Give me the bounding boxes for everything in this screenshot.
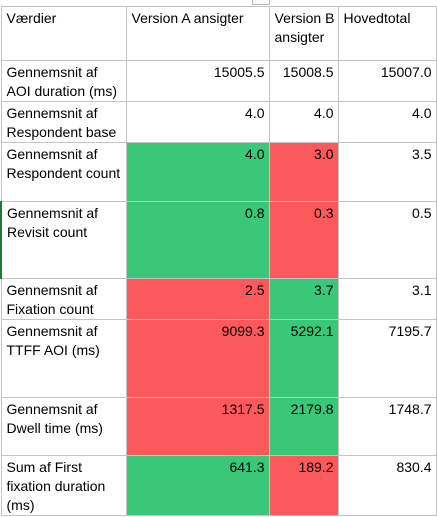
row-label[interactable]: Gennemsnit af Fixation count: [0, 278, 127, 320]
table-row: Gennemsnit af Respondent count 4.0 3.0 3…: [0, 142, 437, 202]
table-row: Gennemsnit af TTFF AOI (ms) 9099.3 5292.…: [0, 319, 437, 398]
header-version-b[interactable]: Version B ansigter: [268, 6, 339, 61]
table-row: Gennemsnit af Revisit count 0.8 0.3 0.5: [0, 201, 437, 279]
value-total[interactable]: 1748.7: [337, 397, 437, 456]
table-row: Gennemsnit af AOI duration (ms) 15005.5 …: [0, 60, 437, 102]
value-a[interactable]: 4.0: [125, 101, 270, 143]
value-a[interactable]: 15005.5: [125, 60, 270, 102]
row-label[interactable]: Gennemsnit af Dwell time (ms): [0, 397, 127, 456]
table-row: Sum af First fixation duration (ms) 641.…: [0, 455, 437, 516]
row-label[interactable]: Gennemsnit af AOI duration (ms): [0, 60, 127, 102]
header-row: Værdier Version A ansigter Version B ans…: [0, 6, 437, 61]
value-total[interactable]: 15007.0: [337, 60, 437, 102]
row-label[interactable]: Gennemsnit af Respondent count: [0, 142, 127, 202]
header-grand-total[interactable]: Hovedtotal: [337, 6, 437, 61]
header-version-a[interactable]: Version A ansigter: [125, 6, 270, 61]
value-b[interactable]: 4.0: [268, 101, 339, 143]
value-a[interactable]: 0.8: [125, 201, 270, 279]
top-edge: [0, 0, 437, 6]
value-a[interactable]: 9099.3: [125, 319, 270, 398]
value-b[interactable]: 189.2: [268, 455, 339, 516]
value-total[interactable]: 3.5: [337, 142, 437, 202]
value-a[interactable]: 641.3: [125, 455, 270, 516]
value-b[interactable]: 2179.8: [268, 397, 339, 456]
table-row: Gennemsnit af Dwell time (ms) 1317.5 217…: [0, 397, 437, 456]
table-row: Gennemsnit af Respondent base 4.0 4.0 4.…: [0, 101, 437, 143]
table-row: Gennemsnit af Fixation count 2.5 3.7 3.1: [0, 278, 437, 320]
value-total[interactable]: 3.1: [337, 278, 437, 320]
value-total[interactable]: 830.4: [337, 455, 437, 516]
value-total[interactable]: 7195.7: [337, 319, 437, 398]
value-b[interactable]: 3.7: [268, 278, 339, 320]
value-total[interactable]: 4.0: [337, 101, 437, 143]
header-values[interactable]: Værdier: [0, 6, 127, 61]
row-label[interactable]: Gennemsnit af Revisit count: [0, 201, 127, 279]
value-a[interactable]: 1317.5: [125, 397, 270, 456]
pivot-table: Værdier Version A ansigter Version B ans…: [0, 6, 437, 516]
value-b[interactable]: 0.3: [268, 201, 339, 279]
resize-handle[interactable]: [252, 0, 270, 5]
value-b[interactable]: 15008.5: [268, 60, 339, 102]
value-b[interactable]: 3.0: [268, 142, 339, 202]
value-a[interactable]: 4.0: [125, 142, 270, 202]
value-a[interactable]: 2.5: [125, 278, 270, 320]
row-label[interactable]: Sum af First fixation duration (ms): [0, 455, 127, 516]
row-label[interactable]: Gennemsnit af Respondent base: [0, 101, 127, 143]
row-label[interactable]: Gennemsnit af TTFF AOI (ms): [0, 319, 127, 398]
value-b[interactable]: 5292.1: [268, 319, 339, 398]
value-total[interactable]: 0.5: [337, 201, 437, 279]
